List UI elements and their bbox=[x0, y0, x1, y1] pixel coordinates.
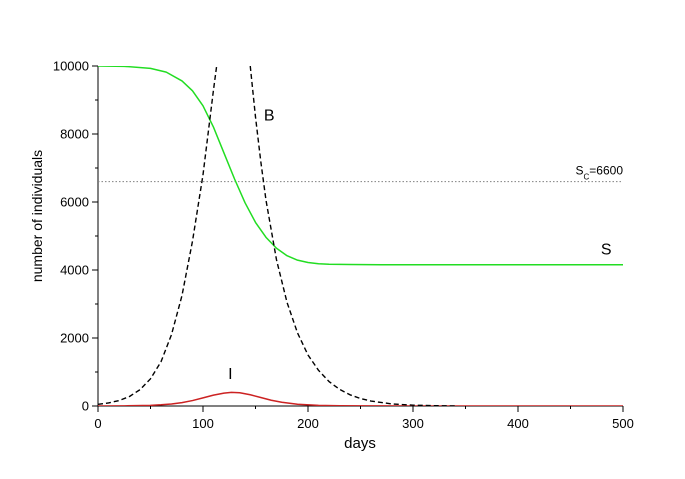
y-axis-label: number of individuals bbox=[29, 150, 45, 282]
x-tick-label: 0 bbox=[94, 416, 101, 431]
series-S-line bbox=[98, 66, 623, 266]
x-axis-label: days bbox=[344, 435, 376, 452]
y-tick-label: 4000 bbox=[60, 263, 89, 278]
series-B-line bbox=[98, 66, 218, 405]
series-label-group: B S I bbox=[228, 107, 611, 382]
x-tick-label: 200 bbox=[297, 416, 319, 431]
series-layer bbox=[98, 66, 623, 406]
ticks: 0 100 200 300 400 500 0 2000 4000 6000 8000 10000 bbox=[53, 59, 634, 432]
x-tick-label: 100 bbox=[192, 416, 214, 431]
y-tick-label: 0 bbox=[82, 399, 89, 414]
x-tick-label: 400 bbox=[507, 416, 529, 431]
x-tick-label: 500 bbox=[612, 416, 634, 431]
reference-line-group: SC=6600 bbox=[98, 164, 624, 183]
reference-line-label: SC=6600 bbox=[576, 164, 624, 182]
series-label-I: I bbox=[228, 366, 232, 383]
y-tick-label: 6000 bbox=[60, 195, 89, 210]
series-I-line bbox=[98, 391, 623, 406]
series-B-line bbox=[249, 66, 456, 406]
y-tick-label: 2000 bbox=[60, 331, 89, 346]
y-tick-label: 10000 bbox=[53, 59, 89, 74]
series-label-B: B bbox=[264, 107, 275, 124]
series-label-S: S bbox=[601, 242, 612, 259]
x-tick-label: 300 bbox=[402, 416, 424, 431]
y-tick-label: 8000 bbox=[60, 127, 89, 142]
